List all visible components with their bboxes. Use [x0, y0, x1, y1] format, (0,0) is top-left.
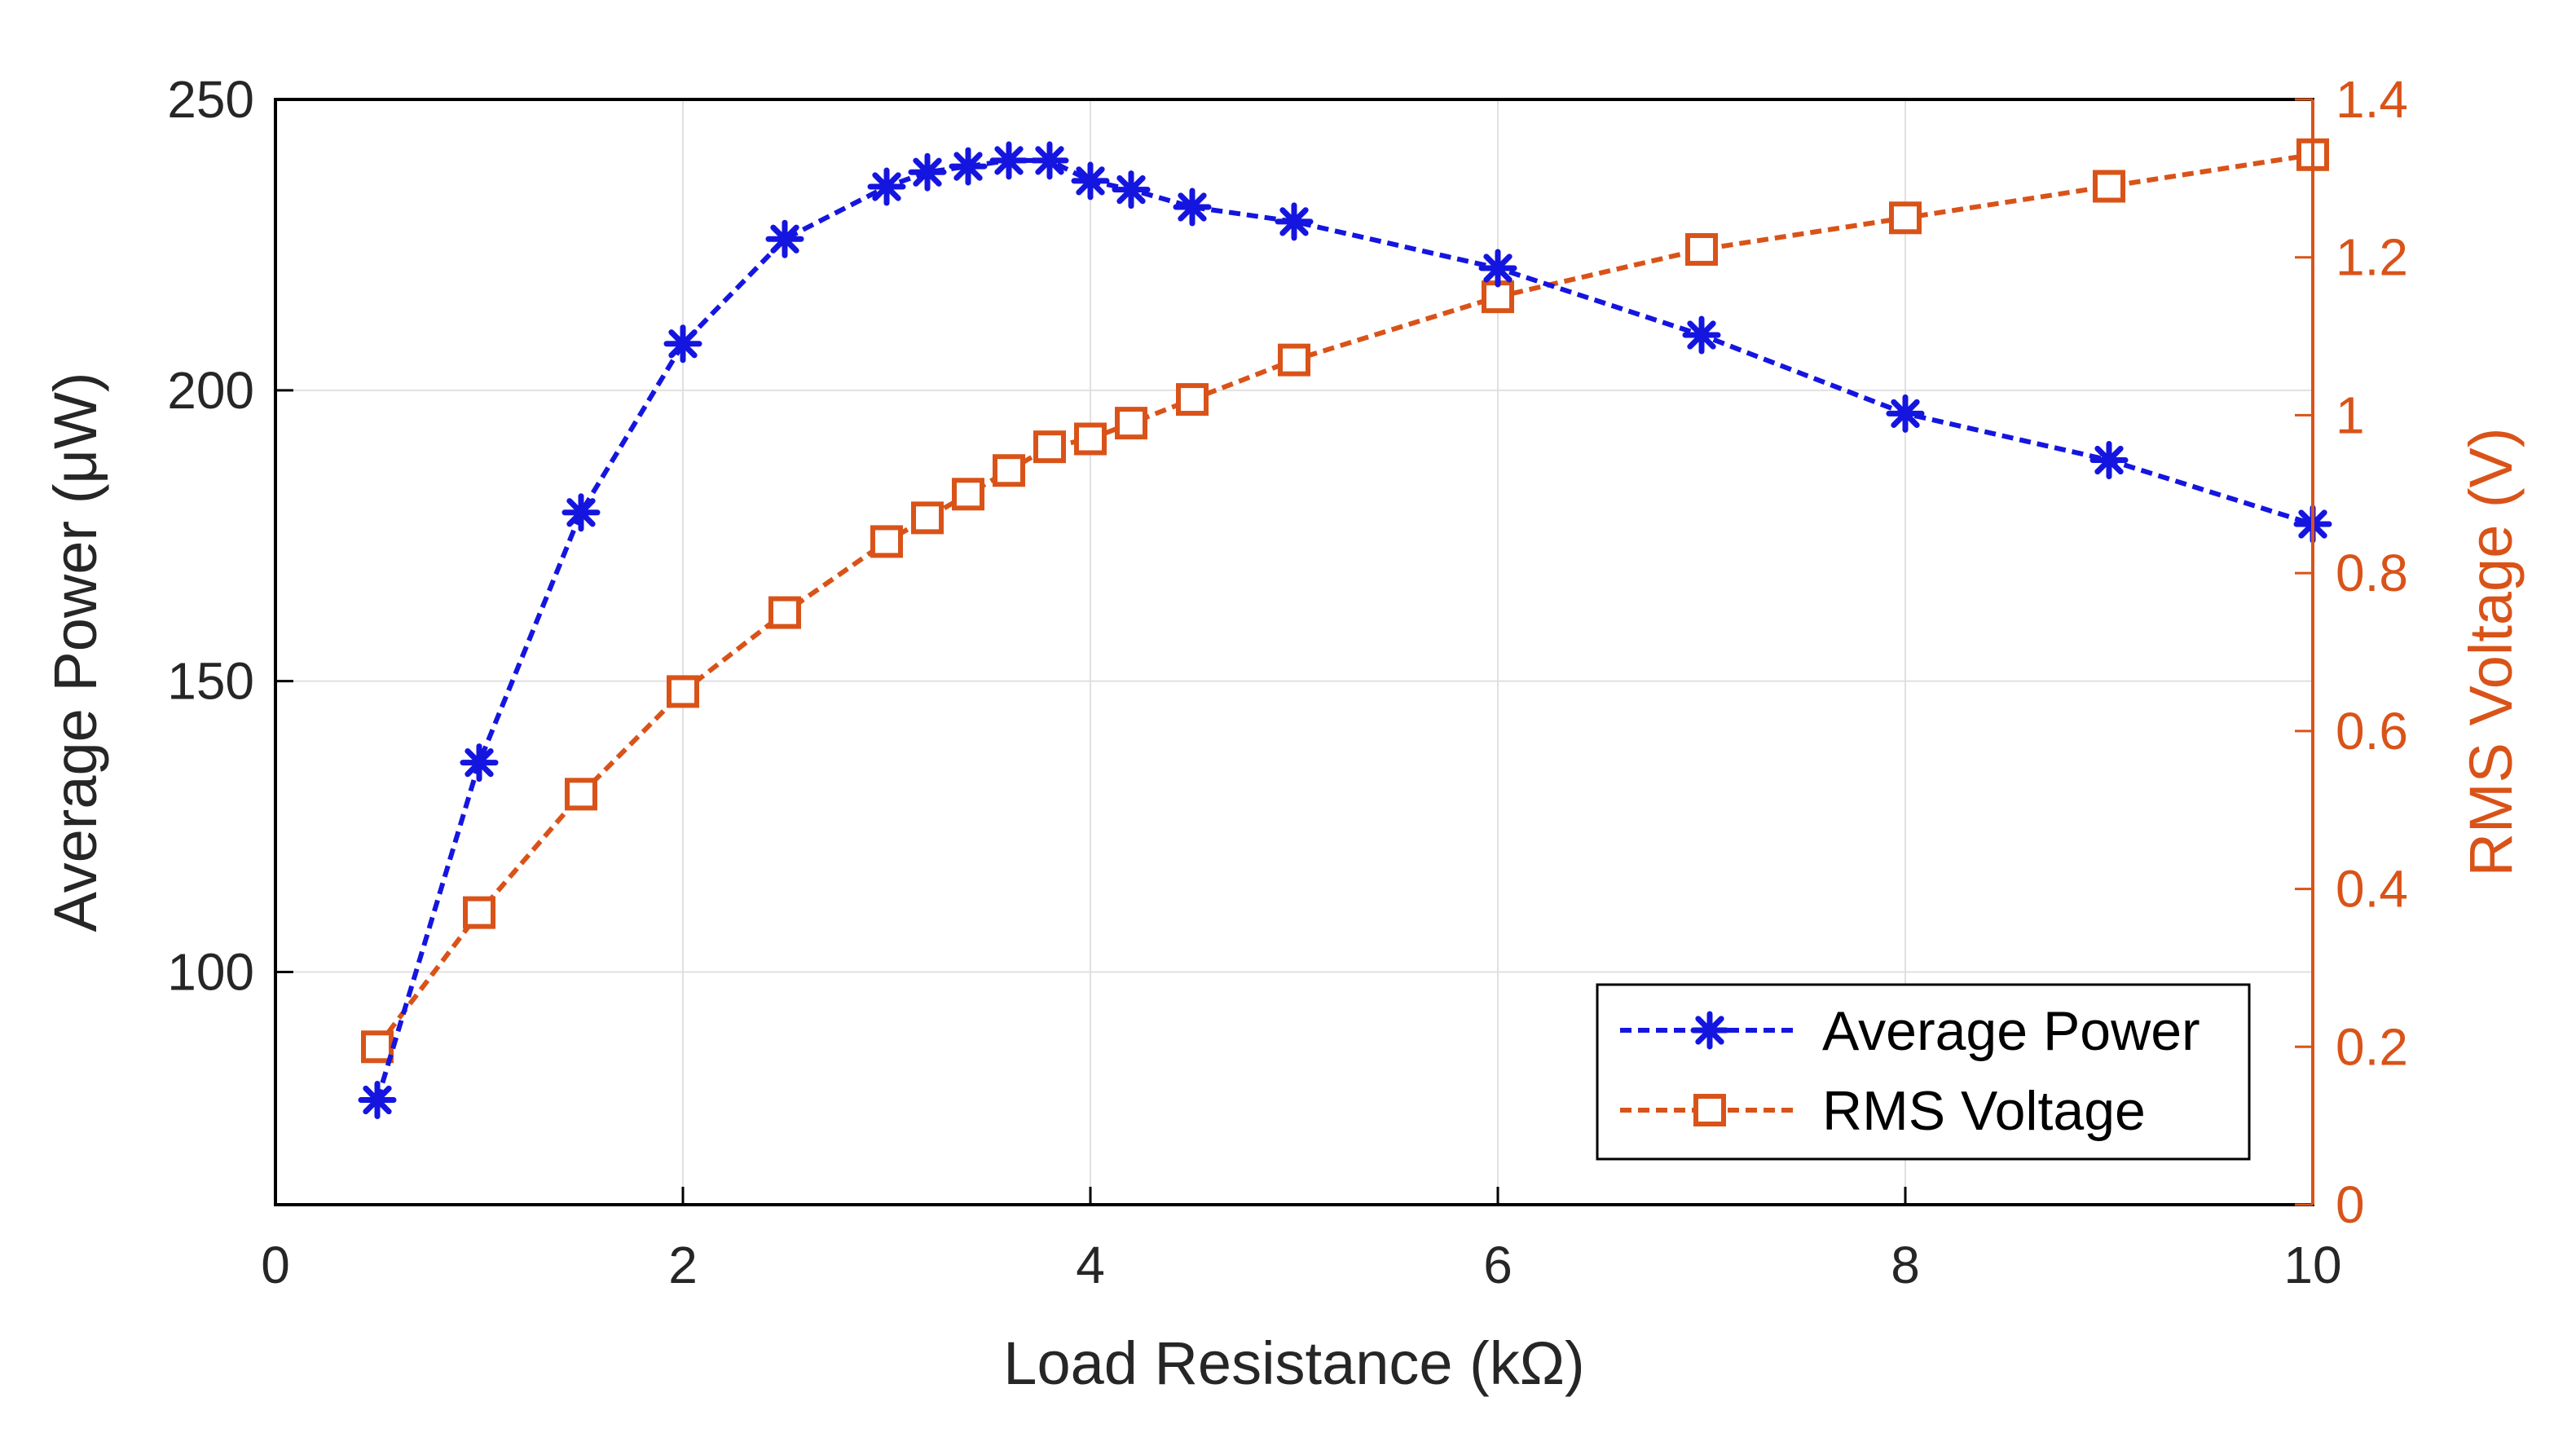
data-point-average-power [989, 141, 1028, 180]
y-axis-left-title: Average Power (μW) [42, 372, 109, 932]
legend-marker-square-icon [1693, 1094, 1726, 1126]
x-axis-title: Load Resistance (kΩ) [1003, 1329, 1584, 1397]
data-point-rms-voltage [1033, 430, 1066, 464]
y-left-tick-label: 100 [167, 943, 254, 1002]
data-point-rms-voltage [667, 675, 699, 708]
y-right-tick-label: 1.2 [2336, 228, 2408, 287]
axes-layer: 0 2 4 6 8 10 100 150 200 250 0 0.2 0.4 0.6 0.8 1 1.2 1.4 [167, 70, 2408, 1294]
data-point-average-power [663, 324, 702, 364]
data-point-rms-voltage [1176, 383, 1209, 417]
x-tick-label: 0 [261, 1236, 290, 1294]
data-point-rms-voltage [1278, 343, 1310, 377]
y-right-tick-label: 0 [2336, 1175, 2365, 1234]
y-right-tick-label: 0.8 [2336, 544, 2408, 602]
data-point-rms-voltage [911, 501, 944, 535]
data-point-average-power [2089, 440, 2129, 479]
data-point-average-power [908, 152, 947, 192]
legend-entry-rms-voltage: RMS Voltage [1620, 1080, 2146, 1142]
series-rms-voltage [361, 138, 2329, 1064]
data-point-rms-voltage [1685, 233, 1718, 267]
legend-entry-average-power: Average Power [1620, 1000, 2200, 1062]
legend-box [1596, 983, 2251, 1161]
data-point-average-power [1478, 249, 1517, 288]
y-right-tick-label: 1 [2336, 386, 2365, 444]
x-tick-label: 8 [1891, 1236, 1920, 1294]
data-point-average-power [460, 743, 499, 782]
legend-label-rms-voltage: RMS Voltage [1822, 1080, 2146, 1142]
data-point-average-power [1071, 161, 1110, 201]
series-layer [358, 138, 2332, 1120]
data-point-rms-voltage [565, 778, 597, 811]
data-point-rms-voltage [361, 1030, 394, 1064]
y-left-tick-label: 150 [167, 652, 254, 711]
data-point-rms-voltage [1115, 407, 1147, 440]
data-point-rms-voltage [1889, 201, 1922, 235]
data-point-rms-voltage [993, 454, 1025, 487]
series-line-average-power [375, 157, 2314, 1101]
y-right-tick-label: 0.4 [2336, 860, 2408, 919]
data-point-rms-voltage [870, 525, 903, 558]
x-tick-label: 4 [1076, 1236, 1105, 1294]
data-point-average-power [358, 1081, 397, 1120]
x-tick-label: 10 [2283, 1236, 2341, 1294]
data-point-average-power [949, 147, 988, 186]
data-point-average-power [1886, 394, 1925, 433]
x-tick-label: 2 [668, 1236, 698, 1294]
y-axis-right-title: RMS Voltage (V) [2457, 427, 2525, 876]
data-point-average-power [1275, 202, 1314, 241]
series-average-power [358, 141, 2332, 1120]
y-right-tick-label: 0.2 [2336, 1017, 2408, 1076]
x-tick-label: 6 [1483, 1236, 1513, 1294]
data-point-rms-voltage [1074, 422, 1107, 456]
data-point-average-power [561, 493, 601, 532]
legend-square-icon [1693, 1094, 1726, 1126]
data-point-rms-voltage [463, 896, 495, 929]
y-right-tick-label: 1.4 [2336, 70, 2408, 129]
legend-marker-asterisk-icon [1690, 1011, 1729, 1050]
y-left-tick-label: 250 [167, 70, 254, 129]
data-point-rms-voltage [768, 596, 801, 629]
legend-asterisk-icon [1690, 1011, 1729, 1050]
data-point-average-power [1030, 141, 1069, 180]
data-point-average-power [1173, 187, 1212, 227]
legend: Average Power RMS Voltage [1596, 983, 2251, 1161]
data-point-rms-voltage [2093, 170, 2125, 203]
data-point-average-power [1112, 170, 1151, 209]
y-left-tick-label: 200 [167, 361, 254, 420]
data-point-rms-voltage [1482, 280, 1514, 314]
data-point-rms-voltage [952, 478, 984, 511]
data-point-average-power [867, 167, 906, 206]
y-right-tick-label: 0.6 [2336, 702, 2408, 760]
data-point-average-power [765, 219, 804, 258]
legend-label-average-power: Average Power [1822, 1000, 2200, 1062]
series-line-rms-voltage [375, 152, 2314, 1049]
data-point-average-power [1682, 315, 1721, 355]
